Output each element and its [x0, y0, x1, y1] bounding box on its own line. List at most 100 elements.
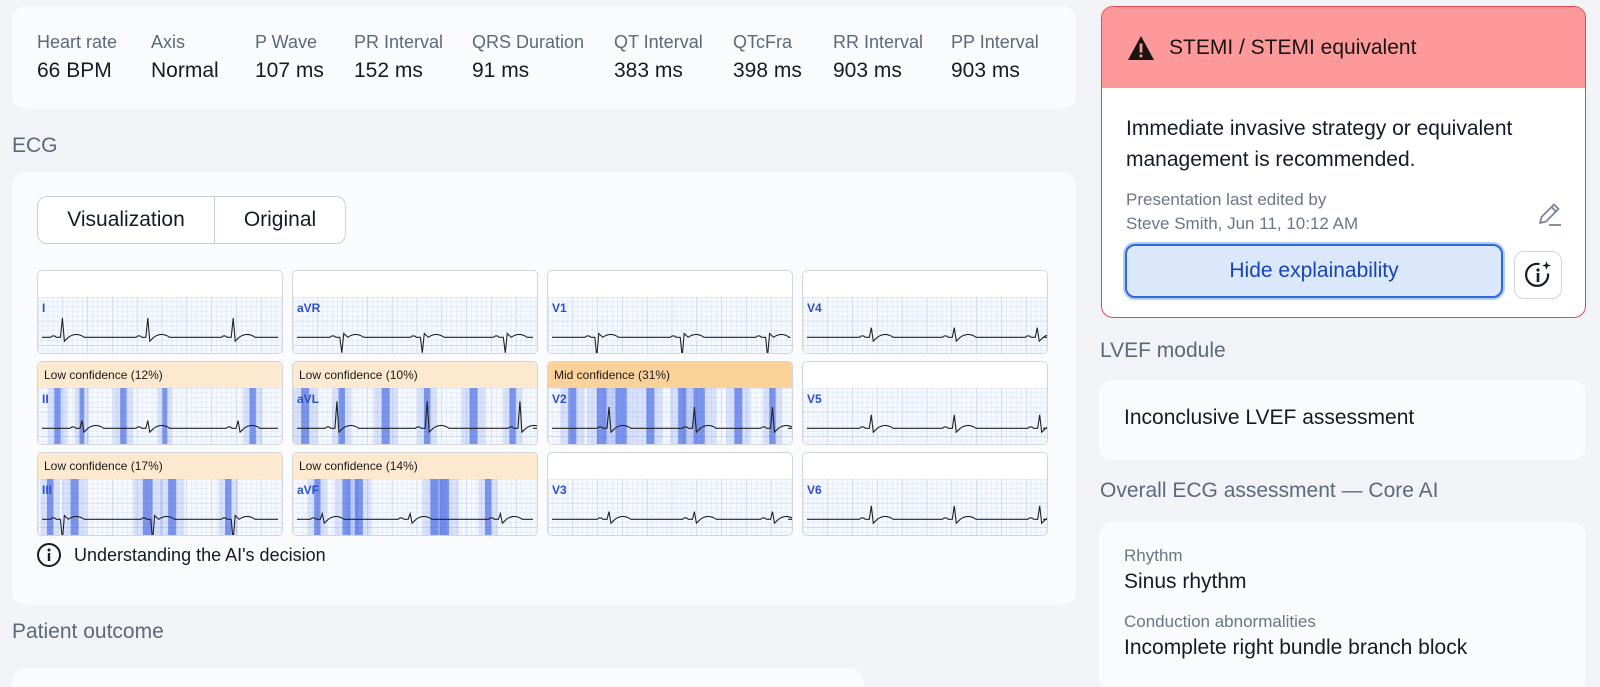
lead-name: V2: [552, 392, 567, 406]
metric-label: QRS Duration: [472, 32, 585, 52]
metric-qrs-duration: QRS Duration 91 ms: [472, 32, 584, 83]
metric-label: QT Interval: [614, 32, 703, 52]
ecg-trace: [293, 388, 537, 444]
ai-decision-link[interactable]: Understanding the AI's decision: [36, 542, 326, 568]
ecg-lead-v6: V6: [802, 452, 1048, 536]
confidence-label: [293, 271, 537, 297]
metric-p-wave: P Wave 107 ms: [255, 32, 324, 83]
metric-qt-interval: QT Interval 383 ms: [614, 32, 703, 83]
edited-by-label: Presentation last edited by: [1126, 190, 1327, 209]
ecg-trace: [38, 297, 282, 353]
confidence-label: Low confidence (14%): [293, 453, 537, 479]
ecg-lead-v3: V3: [547, 452, 793, 536]
alert-header: STEMI / STEMI equivalent: [1102, 7, 1585, 88]
rhythm-value: Sinus rhythm: [1124, 570, 1247, 593]
confidence-label: Mid confidence (31%): [548, 362, 792, 388]
ecg-trace: [548, 297, 792, 353]
metric-label: PP Interval: [951, 32, 1039, 52]
lead-name: V3: [552, 483, 567, 497]
lead-name: II: [42, 392, 49, 406]
ecg-lead-avl: Low confidence (10%) aVL: [292, 361, 538, 445]
ecg-trace: [38, 479, 282, 535]
ecg-trace: [293, 479, 537, 535]
lead-name: V6: [807, 483, 822, 497]
confidence-label: [803, 362, 1047, 388]
ecg-lead-v5: V5: [802, 361, 1048, 445]
lead-name: V5: [807, 392, 822, 406]
lead-name: aVR: [297, 301, 321, 315]
ecg-lead-iii: Low confidence (17%) III: [37, 452, 283, 536]
metric-pp-interval: PP Interval 903 ms: [951, 32, 1039, 83]
alert-title: STEMI / STEMI equivalent: [1169, 35, 1417, 59]
metric-pr-interval: PR Interval 152 ms: [354, 32, 443, 83]
ecg-lead-v1: V1: [547, 270, 793, 354]
ecg-lead-avr: aVR: [292, 270, 538, 354]
metric-label: QTcFra: [733, 32, 793, 52]
confidence-label: Low confidence (17%): [38, 453, 282, 479]
confidence-label: [803, 453, 1047, 479]
metric-rr-interval: RR Interval 903 ms: [833, 32, 923, 83]
lead-name: aVF: [297, 483, 320, 497]
ecg-lead-avf: Low confidence (14%) aVF: [292, 452, 538, 536]
info-sparkle-icon: [1525, 261, 1551, 287]
ecg-lead-v4: V4: [802, 270, 1048, 354]
ecg-trace: [803, 297, 1047, 353]
tab-original[interactable]: Original: [243, 208, 317, 231]
lead-name: III: [42, 483, 53, 497]
lvef-card: Inconclusive LVEF assessment: [1099, 380, 1586, 460]
overall-section-title: Overall ECG assessment — Core AI: [1100, 479, 1439, 502]
ecg-trace: [38, 388, 282, 444]
metric-value: Normal: [151, 59, 219, 82]
confidence-label: Low confidence (12%): [38, 362, 282, 388]
outcome-card: [12, 668, 864, 687]
metrics-bar: Heart rate 66 BPM Axis Normal P Wave 107…: [12, 6, 1076, 109]
overall-assessment-card: Rhythm Sinus rhythm Conduction abnormali…: [1099, 522, 1586, 687]
metric-value: 107 ms: [255, 59, 324, 82]
lvef-section-title: LVEF module: [1100, 339, 1226, 362]
hide-explainability-button[interactable]: Hide explainability: [1125, 244, 1503, 298]
ai-decision-label: Understanding the AI's decision: [74, 544, 326, 565]
metric-value: 152 ms: [354, 59, 423, 82]
pencil-icon[interactable]: [1535, 200, 1563, 228]
metric-value: 398 ms: [733, 59, 802, 82]
ecg-trace: [293, 297, 537, 353]
lvef-result: Inconclusive LVEF assessment: [1124, 406, 1415, 429]
ecg-lead-i: I: [37, 270, 283, 354]
metric-value: 66 BPM: [37, 59, 112, 82]
lead-name: aVL: [297, 392, 320, 406]
metric-value: 903 ms: [833, 59, 902, 82]
metric-heart-rate: Heart rate 66 BPM: [37, 32, 117, 83]
rhythm-label: Rhythm: [1124, 546, 1183, 565]
metric-label: P Wave: [255, 32, 318, 52]
ai-info-button[interactable]: [1514, 251, 1562, 299]
outcome-section-title: Patient outcome: [12, 620, 164, 643]
edited-by-value: Steve Smith, Jun 11, 10:12 AM: [1126, 214, 1359, 233]
metric-label: Axis: [151, 32, 186, 52]
ecg-trace: [803, 388, 1047, 444]
ecg-trace: [548, 479, 792, 535]
warning-icon: [1128, 35, 1154, 60]
lead-name: I: [42, 301, 46, 315]
ecg-trace: [548, 388, 792, 444]
view-toggle: Visualization Original: [37, 196, 346, 244]
edited-info: Presentation last edited by Steve Smith,…: [1126, 188, 1561, 236]
metric-label: PR Interval: [354, 32, 444, 52]
confidence-label: [548, 271, 792, 297]
metric-label: RR Interval: [833, 32, 924, 52]
tab-visualization[interactable]: Visualization: [38, 197, 215, 243]
lead-name: V1: [552, 301, 567, 315]
confidence-label: [548, 453, 792, 479]
metric-label: Heart rate: [37, 32, 118, 52]
conduction-label: Conduction abnormalities: [1124, 612, 1316, 631]
ecg-section-title: ECG: [12, 134, 58, 157]
stemi-alert-card: STEMI / STEMI equivalent Immediate invas…: [1101, 6, 1586, 318]
confidence-label: [803, 271, 1047, 297]
metric-axis: Axis Normal: [151, 32, 219, 83]
metric-qtcfra: QTcFra 398 ms: [733, 32, 802, 83]
ecg-lead-ii: Low confidence (12%) II: [37, 361, 283, 445]
confidence-label: Low confidence (10%): [293, 362, 537, 388]
confidence-label: [38, 271, 282, 297]
ecg-trace: [803, 479, 1047, 535]
alert-message: Immediate invasive strategy or equivalen…: [1126, 117, 1513, 171]
